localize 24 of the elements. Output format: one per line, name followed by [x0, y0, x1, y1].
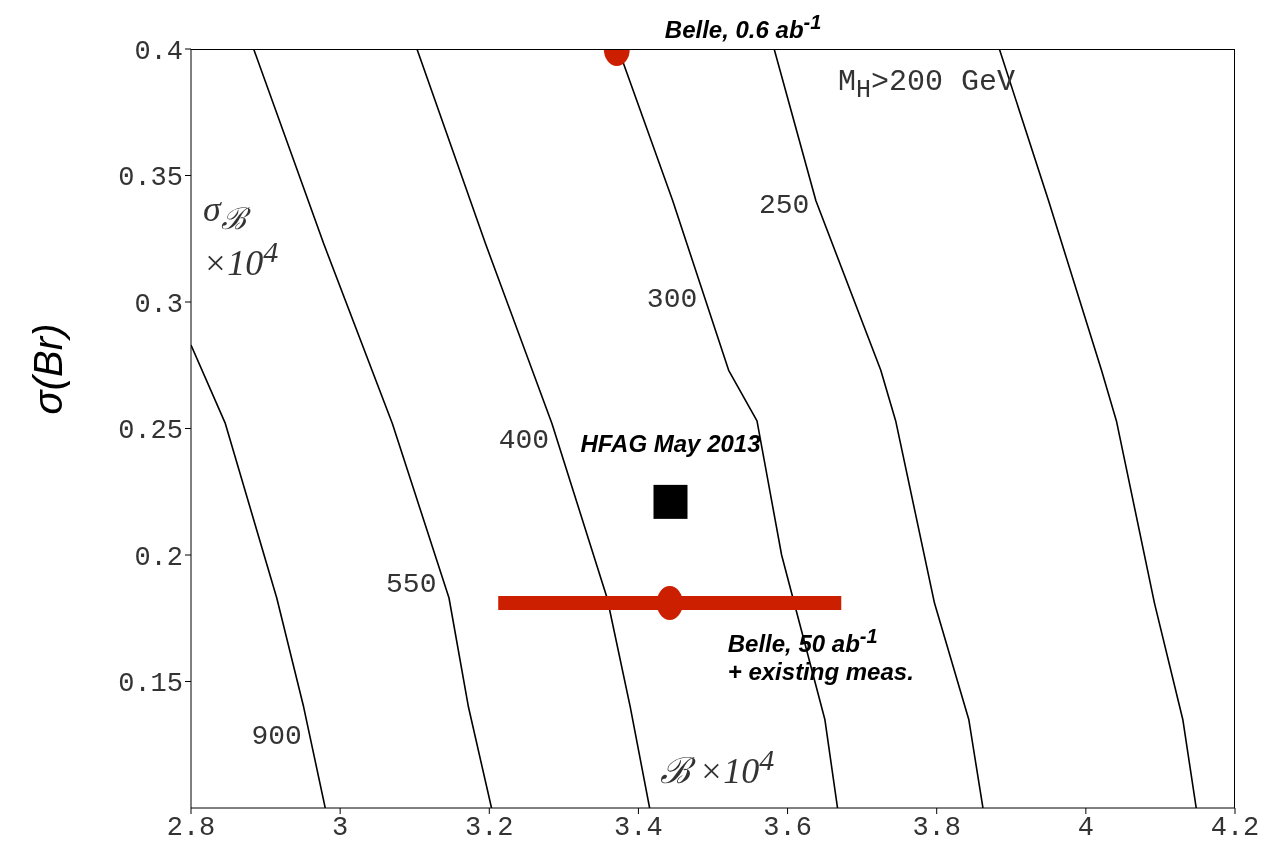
annotation: HFAG May 2013 — [580, 430, 761, 458]
series-label: 400 — [498, 424, 550, 456]
x-tick-label: 3 — [332, 813, 349, 844]
annotation: ℬ ×10$^{4}$ — [660, 743, 775, 792]
series-label: 300 — [646, 283, 698, 315]
series-label: 550 — [386, 568, 437, 600]
annotation: Belle, 0.6 ab$^{-1}$ — [664, 10, 822, 44]
x-tick-label: 3.2 — [464, 813, 514, 844]
x-tick-label: 3.6 — [763, 813, 812, 844]
series-label: 250 — [758, 189, 810, 221]
y-tick-label: 0.15 — [118, 669, 183, 700]
x-tick-label: 4 — [1077, 813, 1094, 844]
x-tick-label: 3.8 — [912, 813, 962, 844]
series-label: 900 — [251, 720, 302, 752]
x-tick-label: 4.2 — [1210, 813, 1260, 844]
y-tick-label: 0.25 — [118, 416, 183, 447]
y-tick-label: 0.2 — [134, 542, 183, 573]
annotation: σ$_{ℬ}$ ×10$^{4}$ — [203, 189, 279, 284]
y-tick-label: 0.3 — [134, 289, 183, 320]
x-tick-label: 3.4 — [614, 813, 663, 844]
y-tick-label: 0.35 — [118, 163, 183, 194]
y-axis-title: σ(Br) — [25, 323, 71, 414]
x-tick-label: 2.8 — [166, 813, 216, 844]
y-tick-label: 0.4 — [134, 36, 183, 67]
